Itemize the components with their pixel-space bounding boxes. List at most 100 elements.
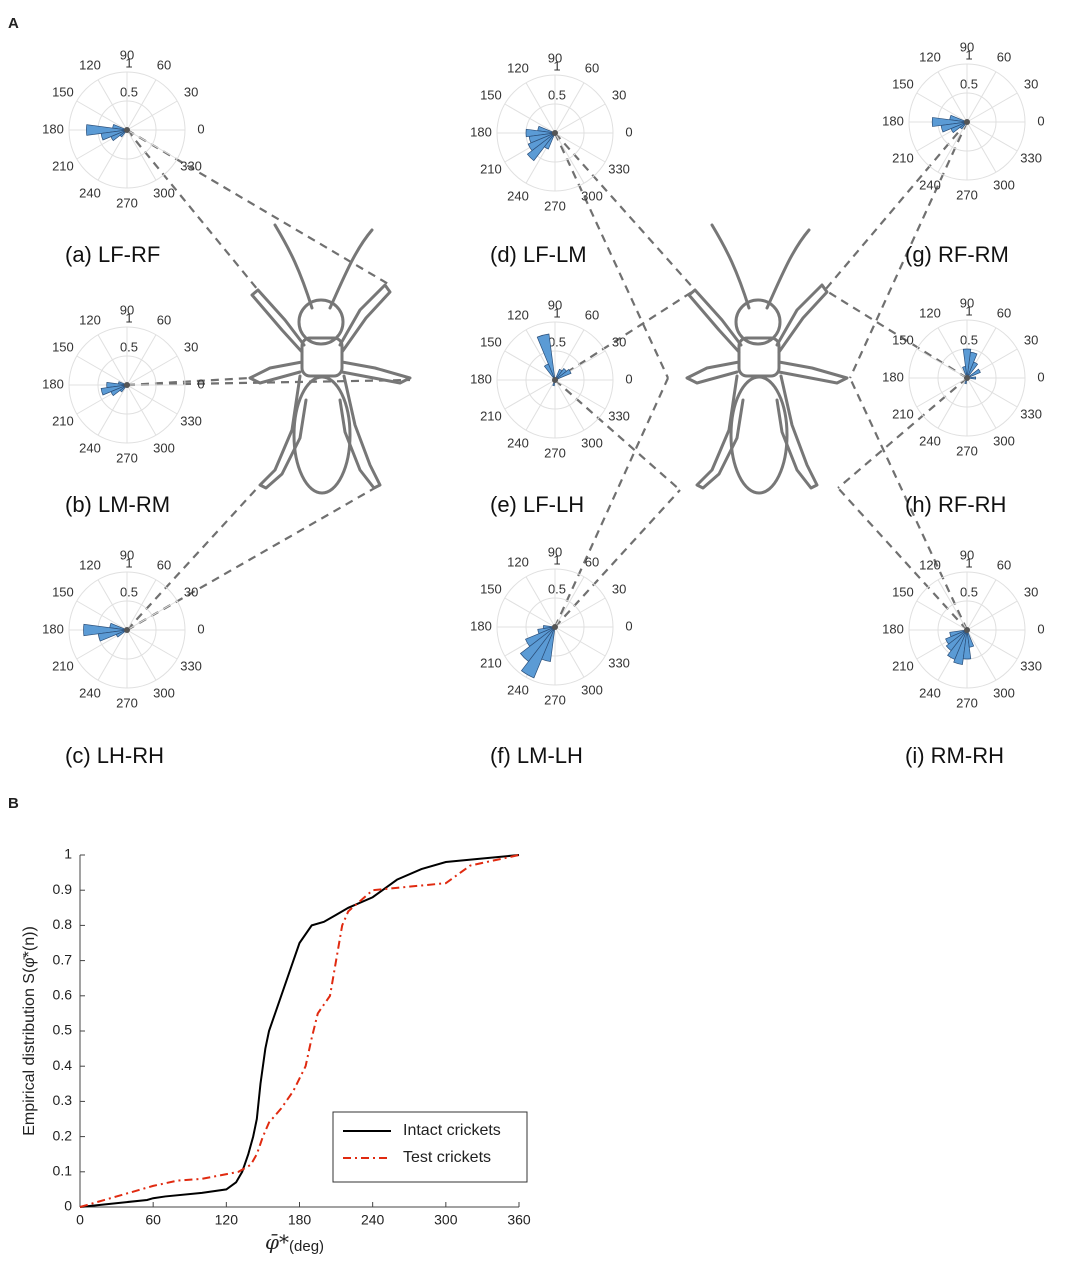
theta-tick-label: 300 [581,683,603,698]
theta-tick-label: 150 [480,334,502,349]
angle-grid [126,629,157,681]
theta-tick-label: 120 [507,60,529,75]
theta-tick-label: 210 [52,158,74,173]
x-axis-label-main: φ̄* [265,1230,289,1254]
theta-tick-label: 270 [116,195,138,210]
angle-grid [937,377,968,429]
polar-center [124,627,130,633]
polar-center [552,130,558,136]
theta-tick-label: 30 [184,339,198,354]
theta-tick-label: 90 [548,50,562,65]
r-tick-label: 1 [553,58,560,73]
theta-tick-label: 210 [52,658,74,673]
theta-tick-label: 90 [120,547,134,562]
y-tick-label: 0.9 [53,881,73,897]
rose-bar [931,117,968,127]
theta-tick-label: 30 [612,87,626,102]
angle-grid [97,629,128,681]
angle-grid [97,129,128,181]
theta-tick-label: 270 [544,692,566,707]
legend-box [332,1111,528,1183]
angle-grid [966,377,1018,408]
x-tick-label: 240 [361,1212,385,1228]
angle-grid [937,579,968,631]
theta-tick-label: 180 [42,121,64,136]
theta-tick-label: 240 [79,686,101,701]
rose-bar [966,629,975,648]
angle-grid [126,384,178,415]
angle-grid [97,79,128,131]
theta-tick-label: 120 [919,49,941,64]
y-tick-label: 0.1 [53,1163,73,1179]
theta-tick-label: 330 [608,161,630,176]
theta-tick-label: 120 [79,557,101,572]
theta-tick-label: 0 [1037,113,1044,128]
angle-grid [554,103,606,134]
theta-tick-label: 180 [470,618,492,633]
theta-tick-label: 0 [625,124,632,139]
theta-tick-label: 60 [997,49,1011,64]
panel-title: (f) LM-LH [490,743,583,768]
y-tick-label: 0.7 [53,951,73,967]
rose-bar [962,629,972,660]
rose-bar [520,626,556,679]
theta-tick-label: 240 [507,683,529,698]
theta-tick-label: 60 [157,557,171,572]
angle-grid [554,626,585,678]
rose-bar [543,132,556,150]
angle-grid [937,121,968,173]
rose-bar [543,363,556,381]
r-tick-label: 1 [965,47,972,62]
r-tick-label: 0.5 [960,584,978,599]
theta-tick-label: 150 [52,84,74,99]
theta-tick-label: 210 [480,408,502,423]
theta-tick-label: 30 [612,334,626,349]
theta-tick-label: 180 [882,369,904,384]
theta-tick-label: 60 [157,57,171,72]
connectors [126,121,969,631]
theta-tick-label: 0 [625,371,632,386]
theta-tick-label: 150 [480,87,502,102]
angle-grid [126,384,157,436]
theta-tick-label: 90 [548,297,562,312]
y-tick-label: 1 [64,846,72,862]
theta-tick-label: 180 [470,124,492,139]
theta-tick-label: 0 [197,621,204,636]
x-axis-label: φ̄*(deg) [265,1230,324,1255]
angle-grid [554,379,585,431]
angle-grid [504,379,556,410]
angle-grid [126,629,178,660]
theta-tick-label: 240 [79,186,101,201]
theta-tick-label: 210 [480,161,502,176]
theta-tick-label: 240 [919,178,941,193]
x-tick-label: 120 [215,1212,239,1228]
theta-tick-label: 240 [507,436,529,451]
angle-grid [525,576,556,628]
rose-bar [554,368,567,381]
theta-tick-label: 240 [79,441,101,456]
r-tick-label: 1 [553,552,560,567]
theta-tick-label: 300 [581,189,603,204]
rose-bar [953,629,968,665]
rose-bar [86,124,128,136]
panel-title: (c) LH-RH [65,743,164,768]
angle-grid [525,379,556,431]
angle-grid [76,100,128,131]
theta-tick-label: 90 [960,39,974,54]
theta-tick-label: 30 [184,584,198,599]
legend-label: Test crickets [403,1149,491,1166]
theta-tick-label: 150 [892,76,914,91]
angle-grid [126,129,157,181]
x-tick-label: 300 [434,1212,458,1228]
rose-bar [541,626,556,662]
theta-tick-label: 60 [157,312,171,327]
theta-tick-label: 330 [1020,150,1042,165]
r-tick-label: 0.5 [120,84,138,99]
angle-grid [126,79,157,131]
r-tick-label: 1 [965,303,972,318]
theta-tick-label: 120 [919,557,941,572]
angle-grid [937,327,968,379]
theta-tick-label: 300 [993,178,1015,193]
r-tick-label: 1 [965,555,972,570]
theta-tick-label: 270 [116,695,138,710]
